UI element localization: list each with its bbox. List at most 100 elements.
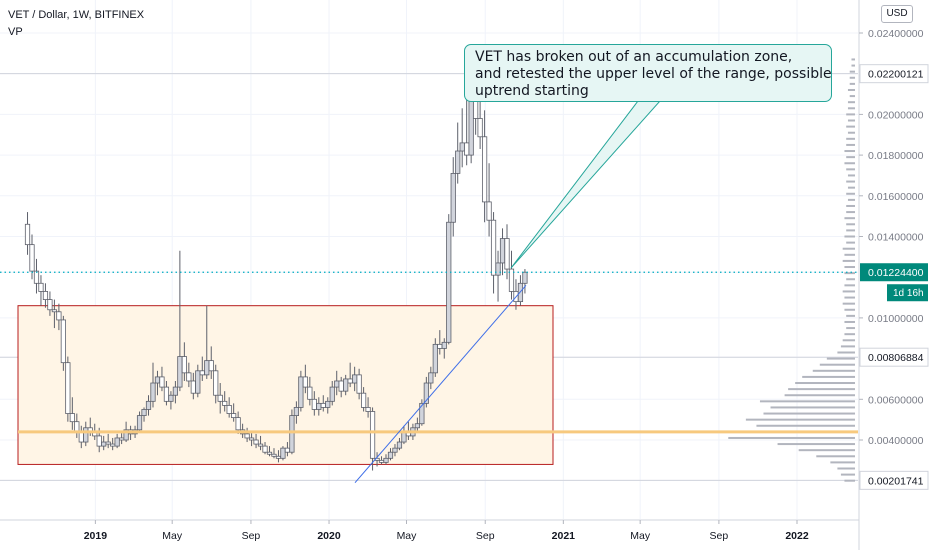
candle-body [414, 423, 420, 429]
candle-body [352, 374, 358, 384]
candle-body [101, 441, 107, 447]
volume-profile-bar [846, 125, 855, 128]
candle-body [289, 415, 295, 453]
candle-body [311, 398, 317, 410]
candle-body [495, 262, 501, 276]
volume-profile-bar [840, 473, 855, 476]
volume-profile-bar [842, 247, 855, 250]
volume-profile-bar [844, 235, 855, 238]
candle-body [419, 402, 425, 425]
volume-profile-bar [844, 253, 855, 256]
candle-body [181, 356, 187, 374]
candle-body [298, 376, 304, 408]
price-tick-label: 0.00806884 [868, 352, 924, 364]
volume-profile-bar [851, 64, 855, 67]
candle-body [481, 136, 488, 203]
volume-profile-bar [847, 186, 855, 189]
volume-profile-bar [837, 351, 855, 354]
candle-body [356, 374, 362, 394]
time-tick-label: May [397, 530, 418, 542]
volume-profile-bar [846, 204, 855, 207]
candle-body [508, 268, 515, 292]
level-tag [859, 347, 929, 367]
candle-body [499, 238, 506, 264]
volume-profile-bar [812, 369, 855, 372]
candle-body [248, 437, 255, 441]
candle-body [347, 378, 353, 384]
candle-body [24, 223, 31, 246]
candle-body [190, 380, 196, 394]
trendline[interactable] [354, 285, 527, 484]
candle-body [275, 455, 282, 459]
volume-profile-bar [844, 272, 855, 275]
candle-body [369, 411, 376, 459]
volume-profile-bar [830, 461, 855, 464]
candle-body [428, 372, 434, 384]
candle-body [334, 380, 340, 388]
candle-body [78, 431, 84, 443]
price-tick-label: 0.01224400 [868, 267, 924, 279]
time-tick-label: Sep [242, 530, 261, 542]
volume-profile-bar [846, 143, 855, 146]
volume-profile-bar [849, 95, 855, 98]
candle-body [432, 343, 438, 374]
volume-profile-bar [763, 412, 855, 415]
volume-profile-bar [847, 174, 855, 177]
candle-body [226, 405, 232, 414]
volume-profile-bar [851, 58, 855, 61]
time-tick-label: 2022 [785, 530, 809, 542]
volume-profile-bar [770, 406, 855, 409]
countdown-label: 1d 16h [893, 288, 924, 299]
volume-profile-bar [844, 162, 855, 165]
volume-profile-bar [837, 467, 855, 470]
volume-profile-bar [844, 217, 855, 220]
currency-button[interactable]: USD [881, 5, 913, 23]
candle-body [383, 457, 389, 463]
drawing-lines[interactable] [0, 271, 858, 484]
time-tick-label: Sep [476, 530, 495, 542]
candle-body [271, 453, 277, 457]
candle-body [365, 407, 371, 412]
price-tick-label: 0.02400000 [868, 28, 924, 40]
volume-profile-bar [844, 320, 855, 323]
volume-profile-bar [846, 314, 855, 317]
candle-body [145, 400, 152, 410]
candle-body [437, 343, 443, 349]
time-tick-label: Sep [710, 530, 729, 542]
candle-body [235, 417, 241, 431]
candle-body [423, 382, 429, 404]
price-tick-label: 0.02000000 [868, 109, 924, 121]
volume-profile-bar [842, 302, 855, 305]
candle-body [257, 443, 264, 447]
volume-profile-bar [846, 156, 855, 159]
volume-profile-bar [777, 443, 855, 446]
candle-body [33, 270, 40, 284]
candle-body [42, 291, 49, 300]
callout-line-2: and retested the upper level of the rang… [475, 66, 832, 82]
callout-line-3: uptrend starting [475, 83, 589, 99]
annotation-callout[interactable]: VET has broken out of an accumulation zo… [464, 44, 832, 102]
time-tick-label: May [630, 530, 651, 542]
volume-profile-bar [846, 180, 855, 183]
candle-body [83, 427, 89, 443]
candle-body [392, 447, 398, 453]
candle-body [123, 429, 129, 441]
volume-profile-bar [745, 418, 855, 421]
candle-body [293, 407, 299, 416]
volume-profile-bar [847, 101, 855, 104]
candle-body [60, 319, 66, 364]
volume-profile-bar [819, 363, 855, 366]
volume-profile-bar [784, 394, 855, 397]
candle-body [186, 372, 192, 382]
candle-body [105, 441, 111, 445]
candle-body [168, 394, 174, 402]
candle-body [114, 437, 120, 447]
candle-body [378, 459, 385, 463]
candle-body [450, 173, 456, 223]
candle-body [65, 362, 71, 414]
accumulation-range-box[interactable] [17, 305, 554, 465]
candle-body [163, 386, 170, 402]
candle-body [29, 244, 35, 272]
accumulation-range-rect[interactable] [17, 305, 554, 465]
indicator-label[interactable]: VP [8, 26, 23, 38]
